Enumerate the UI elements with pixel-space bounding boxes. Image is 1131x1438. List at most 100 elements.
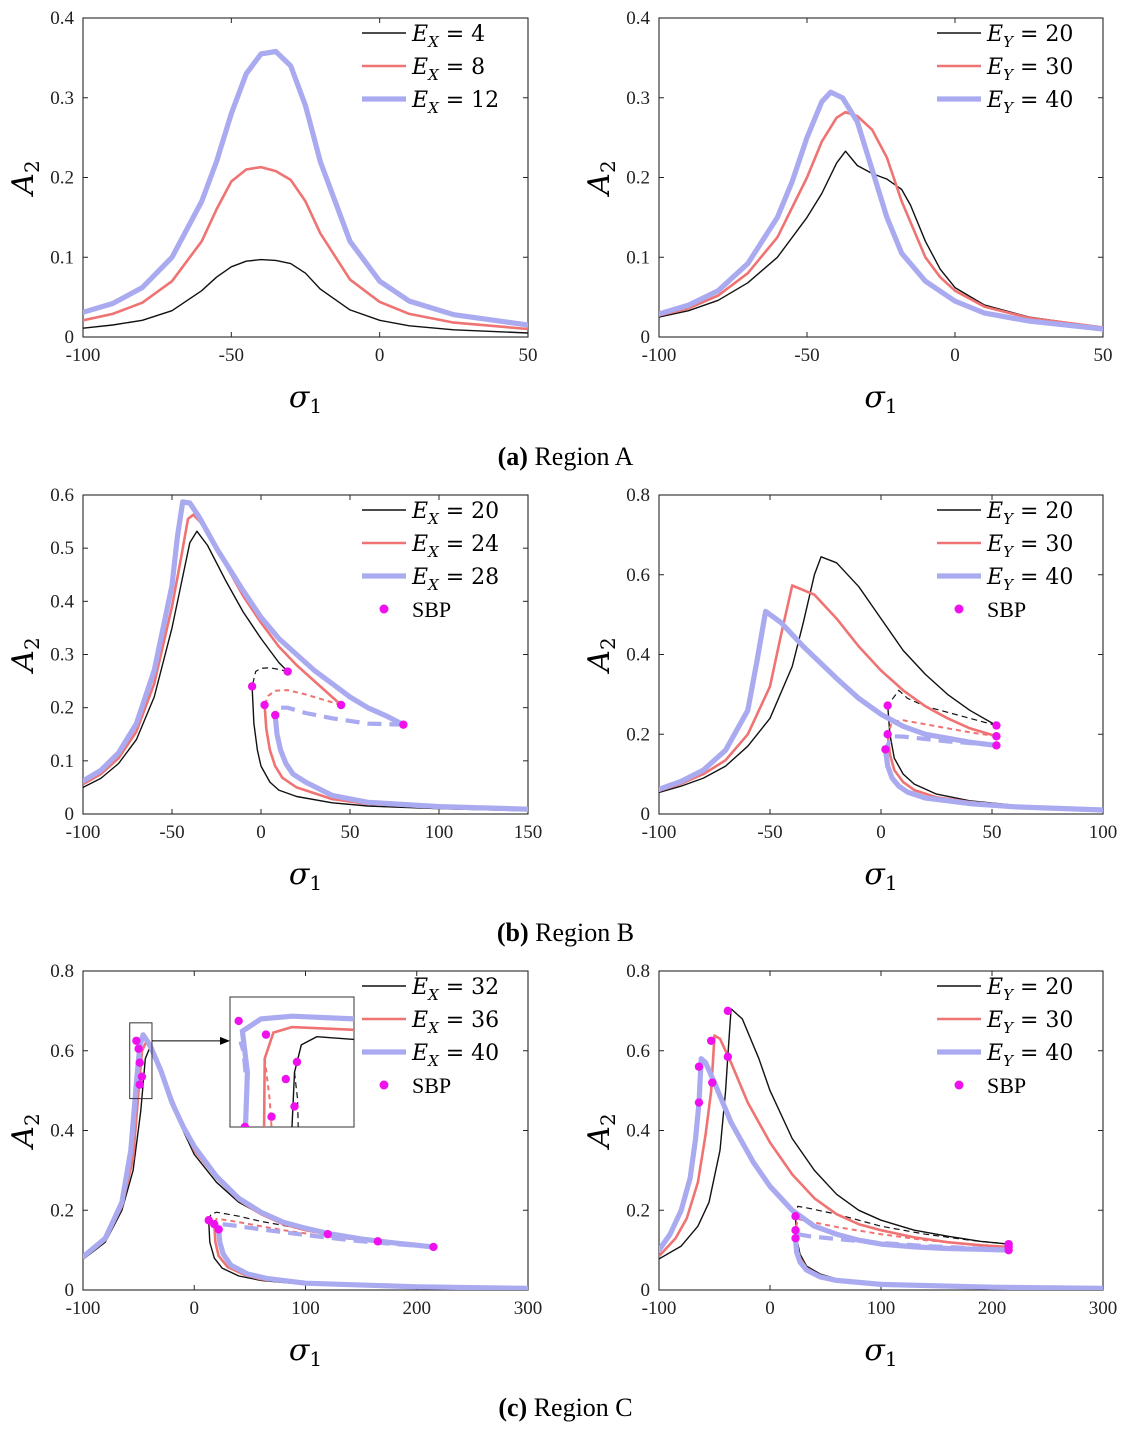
series-x-20 bbox=[83, 530, 528, 812]
inset-sbp-point bbox=[267, 1112, 276, 1121]
series-line-upper bbox=[83, 48, 528, 328]
chart-panel-a-right: -100 -50 0 50 0 0.1 0.2 0.3 0.4 σ1 A2 EY = 20 EY = 3… bbox=[582, 8, 1113, 418]
series-y-30 bbox=[659, 1034, 1103, 1290]
sbp-point bbox=[723, 1006, 733, 1016]
inset-sbp-point bbox=[290, 1102, 299, 1111]
sbp-point bbox=[1004, 1245, 1013, 1255]
legend-label: EX = 40 bbox=[411, 1041, 499, 1070]
plot-area bbox=[659, 1006, 1103, 1290]
series-line-upper bbox=[83, 513, 343, 786]
series-line-upper bbox=[659, 556, 998, 794]
series-y-30 bbox=[659, 110, 1103, 329]
y-tick-label: 0 bbox=[641, 804, 651, 825]
sbp-point bbox=[992, 732, 1001, 741]
series-line-lower bbox=[882, 746, 1103, 813]
series-line-lower bbox=[794, 1215, 1103, 1290]
sbp-point bbox=[791, 1225, 800, 1235]
y-tick-label: 0.6 bbox=[50, 1041, 74, 1062]
x-tick-label: 100 bbox=[291, 1298, 320, 1319]
series-x-12 bbox=[83, 48, 528, 328]
chart-panel-b-left: -100 -50 0 50 100 150 0 0.1 0.2 0.3 0.4 0.5 0.6 σ1 A2 E… bbox=[6, 485, 542, 895]
y-tick-label: 0.3 bbox=[626, 88, 650, 109]
sbp-point bbox=[706, 1036, 716, 1045]
y-axis-label: A2 bbox=[6, 160, 44, 197]
series-line-upper bbox=[659, 584, 998, 793]
zoom-region-box bbox=[129, 1022, 153, 1100]
x-axis-label: σ1 bbox=[289, 857, 322, 895]
x-tick-label: 50 bbox=[519, 345, 538, 366]
x-tick-label: 0 bbox=[765, 1298, 775, 1319]
legend-label: EY = 40 bbox=[986, 565, 1073, 594]
legend-label: EY = 30 bbox=[986, 532, 1073, 561]
legend-label: EX = 28 bbox=[411, 565, 499, 594]
y-tick-label: 0.6 bbox=[626, 565, 650, 586]
series-x-40 bbox=[83, 1032, 528, 1290]
caption-c: (c) Region C bbox=[498, 1393, 633, 1422]
y-tick-label: 0.8 bbox=[626, 961, 650, 982]
series-line-lower bbox=[251, 685, 528, 812]
sbp-point bbox=[247, 682, 257, 691]
y-tick-label: 0.1 bbox=[50, 247, 74, 268]
series-line-unstable bbox=[273, 705, 404, 727]
series-line-lower bbox=[272, 712, 528, 812]
y-tick-label: 0.5 bbox=[50, 538, 74, 559]
series-x-8 bbox=[83, 165, 528, 331]
y-tick-label: 0.4 bbox=[626, 1121, 650, 1142]
legend-swatch bbox=[954, 604, 964, 614]
sbp-point bbox=[791, 1233, 800, 1243]
x-axis-label: σ1 bbox=[864, 857, 897, 895]
sbp-point bbox=[883, 701, 892, 710]
series-x-4 bbox=[83, 258, 528, 334]
plot-area bbox=[83, 48, 528, 334]
legend-label: SBP bbox=[987, 597, 1026, 622]
plot-area bbox=[83, 499, 528, 812]
sbp-point bbox=[791, 1212, 800, 1221]
x-tick-label: -100 bbox=[642, 345, 677, 366]
x-tick-label: 0 bbox=[876, 822, 886, 843]
sbp-point bbox=[135, 1058, 144, 1067]
inset-sbp-point bbox=[240, 1122, 250, 1127]
y-tick-label: 0.2 bbox=[626, 168, 650, 189]
sbp-point bbox=[992, 741, 1001, 750]
legend: EY = 20 EY = 30 EY = 40 bbox=[937, 22, 1073, 117]
x-tick-label: 100 bbox=[867, 1298, 896, 1319]
y-tick-label: 0.4 bbox=[50, 591, 74, 612]
series-y-20 bbox=[659, 556, 1103, 810]
series-x-28 bbox=[83, 499, 528, 812]
legend: EX = 20 EX = 24 EX = 28 SBP bbox=[362, 499, 499, 622]
series-y-40 bbox=[659, 1056, 1103, 1290]
series-line-unstable bbox=[251, 667, 288, 687]
y-tick-label: 0.3 bbox=[50, 88, 74, 109]
y-tick-label: 0 bbox=[65, 804, 75, 825]
legend-label: EY = 20 bbox=[986, 975, 1073, 1004]
sbp-point bbox=[373, 1237, 383, 1246]
series-y-40 bbox=[659, 608, 1103, 813]
legend: EY = 20 EY = 30 EY = 40 SBP bbox=[937, 499, 1073, 622]
x-tick-label: 300 bbox=[514, 1298, 543, 1319]
x-tick-label: 200 bbox=[978, 1298, 1007, 1319]
x-tick-label: 0 bbox=[190, 1298, 200, 1319]
y-tick-label: 0.4 bbox=[50, 8, 74, 29]
inset-sbp-point bbox=[281, 1074, 290, 1084]
sbp-point bbox=[883, 730, 892, 739]
sbp-point bbox=[881, 745, 890, 754]
x-tick-label: 50 bbox=[1094, 345, 1113, 366]
legend-label: EX = 32 bbox=[411, 975, 499, 1004]
x-tick-label: 300 bbox=[1089, 1298, 1118, 1319]
series-line-upper bbox=[83, 499, 406, 784]
x-tick-label: 200 bbox=[403, 1298, 432, 1319]
legend-label: EX = 12 bbox=[411, 88, 499, 117]
series-line-unstable bbox=[794, 1205, 1009, 1245]
x-axis-label: σ1 bbox=[864, 1333, 897, 1371]
legend-label: EY = 30 bbox=[986, 1008, 1073, 1037]
x-tick-label: -50 bbox=[219, 345, 244, 366]
plot-area bbox=[659, 556, 1103, 813]
series-line-upper bbox=[659, 1008, 1010, 1260]
y-tick-label: 0.4 bbox=[50, 1121, 74, 1142]
series-line-unstable bbox=[883, 734, 997, 751]
legend-label: EX = 24 bbox=[411, 532, 499, 561]
inset-series-line bbox=[239, 1013, 354, 1127]
legend-label: EX = 36 bbox=[411, 1008, 499, 1037]
